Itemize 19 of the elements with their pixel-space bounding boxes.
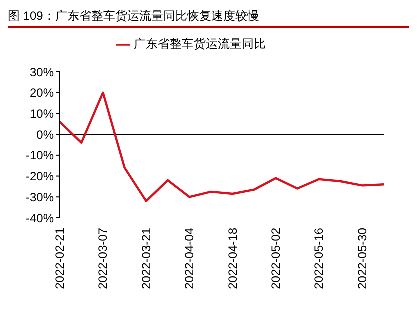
y-tick-label: -30% [26, 190, 54, 204]
x-tick-label: 2022-05-02 [269, 228, 283, 290]
line-series [58, 92, 386, 202]
y-tick-label: -20% [26, 170, 54, 184]
y-tick-label: -40% [26, 211, 54, 226]
x-tick-label: 2022-04-18 [226, 228, 240, 290]
x-tick-label: 2022-04-04 [182, 228, 197, 290]
x-tick-label: 2022-03-21 [139, 228, 154, 290]
chart-title: 图 109：广东省整车货运流量同比恢复速度较慢 [8, 8, 409, 28]
x-tick-label: 2022-05-30 [355, 228, 370, 290]
legend-label: 广东省整车货运流量同比 [134, 37, 266, 51]
y-tick-label: 10% [30, 106, 54, 121]
y-tick-label: 20% [30, 86, 54, 100]
x-tick-label: 2022-05-16 [312, 228, 326, 290]
y-tick-label: 30% [30, 65, 54, 80]
x-tick-label: 2022-03-07 [96, 228, 110, 290]
y-tick-label: 0% [36, 128, 54, 142]
y-tick-label: -10% [26, 148, 54, 163]
x-tick-label: 2022-02-21 [53, 228, 67, 290]
